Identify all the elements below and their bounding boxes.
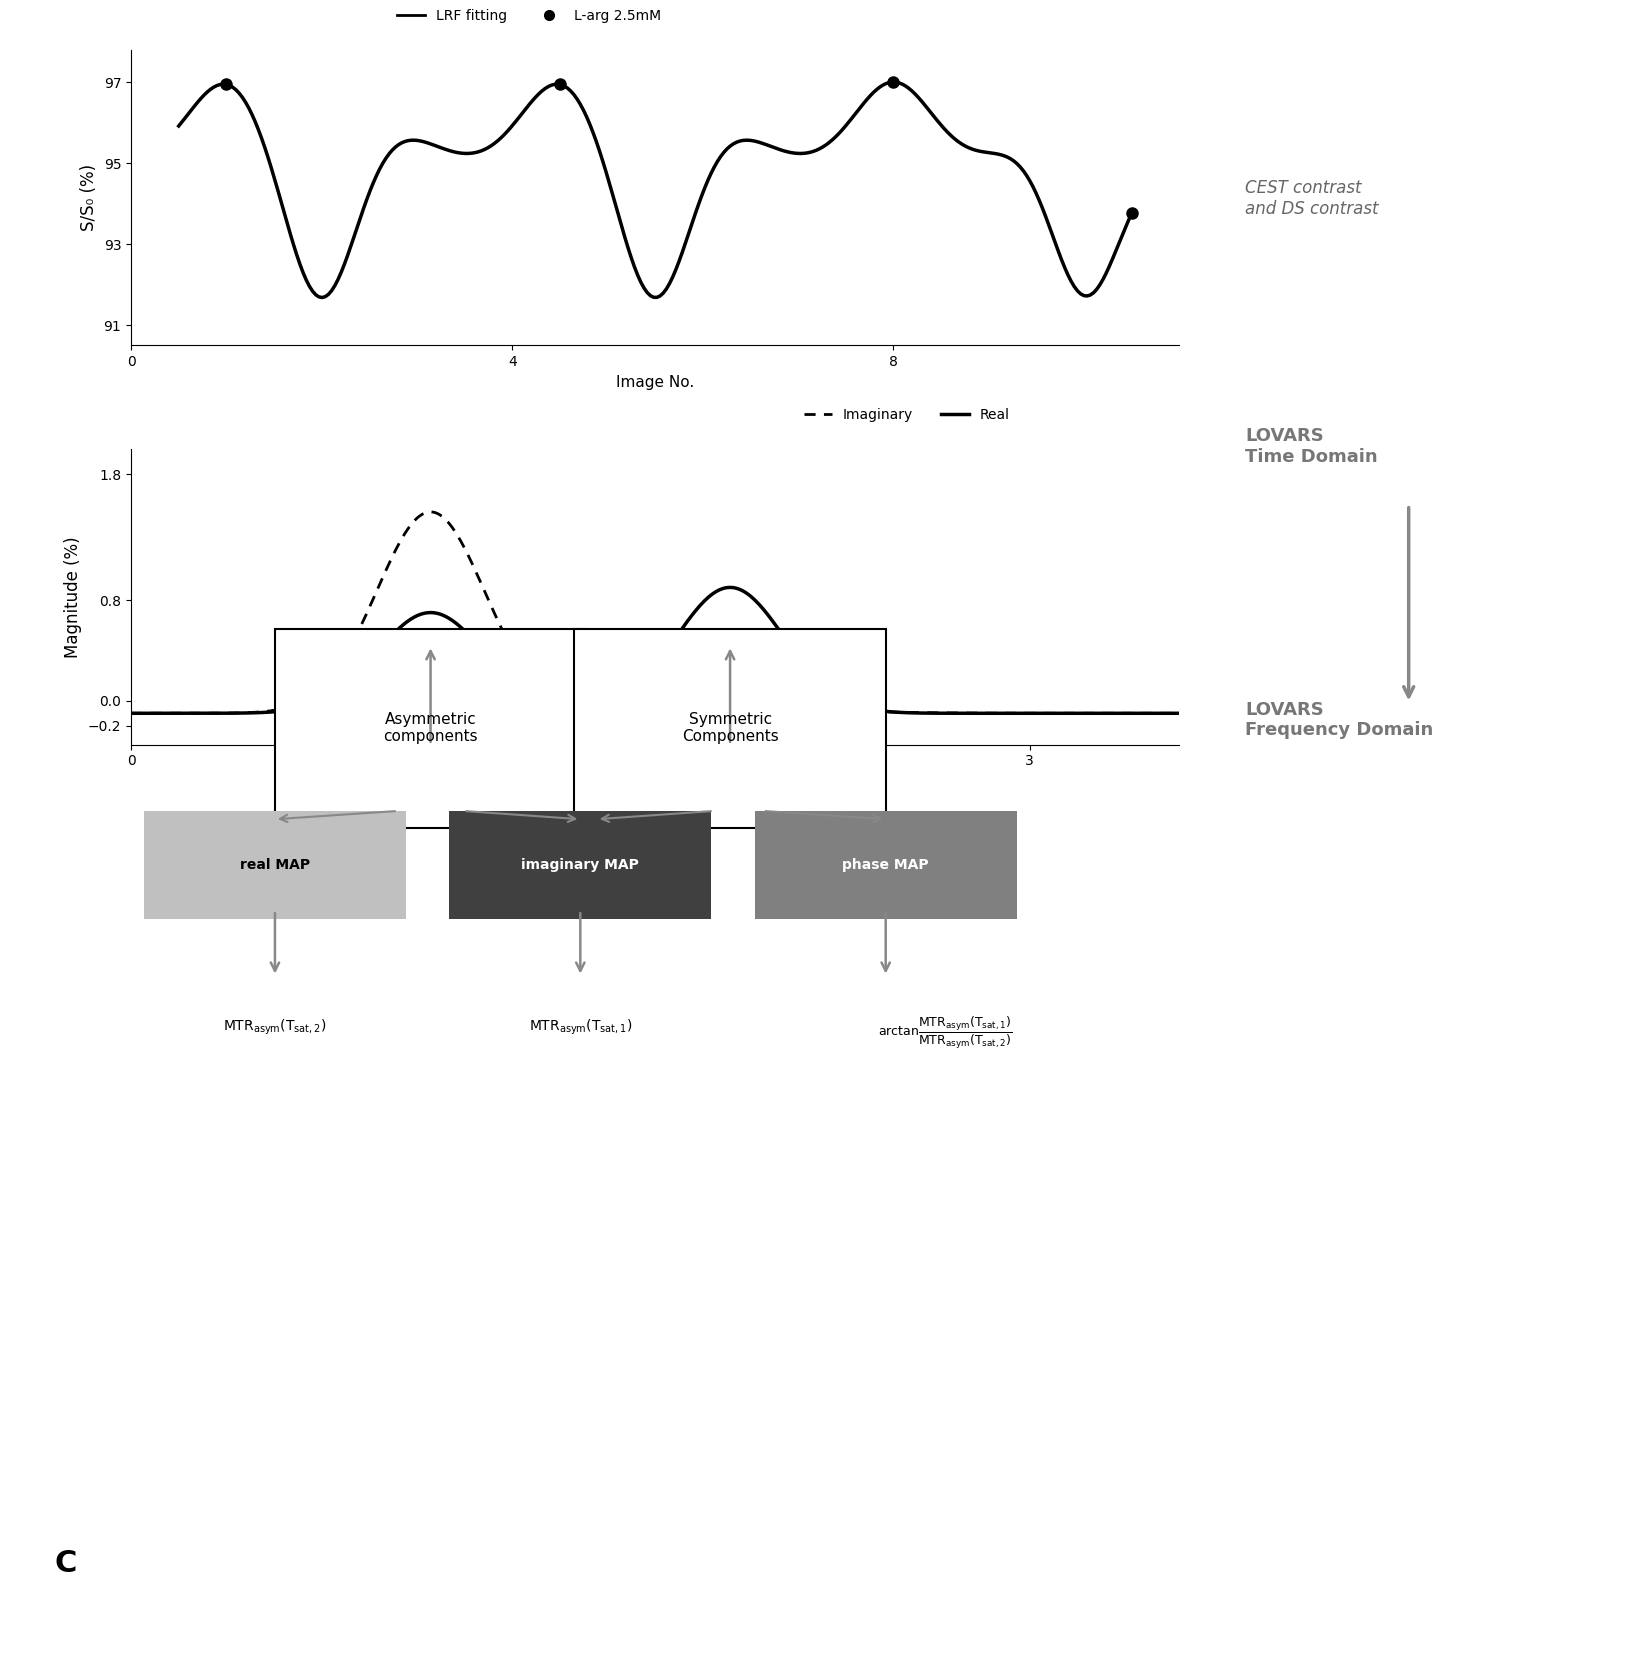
X-axis label: cycles/LU: cycles/LU (619, 775, 691, 789)
Text: Symmetric
Components: Symmetric Components (681, 712, 778, 745)
Real (626, 677, 645, 697)
FancyBboxPatch shape (449, 811, 711, 919)
Real (1170, 703, 1189, 723)
Text: real MAP: real MAP (239, 857, 310, 872)
Imaginary (1170, 703, 1189, 723)
X-axis label: Image No.: Image No. (616, 374, 695, 389)
FancyBboxPatch shape (144, 811, 406, 919)
Imaginary (983, 703, 1002, 723)
Y-axis label: Magnitude (%): Magnitude (%) (64, 536, 82, 657)
FancyBboxPatch shape (275, 629, 586, 828)
Text: imaginary MAP: imaginary MAP (521, 857, 639, 872)
Text: MTR$_{\mathregular{asym}}$(T$_{\mathregular{sat,1}}$): MTR$_{\mathregular{asym}}$(T$_{\mathregu… (529, 1018, 632, 1038)
Y-axis label: S/S₀ (%): S/S₀ (%) (80, 164, 98, 232)
Imaginary (747, 697, 767, 717)
Real (619, 682, 639, 702)
Line: Imaginary: Imaginary (131, 511, 1179, 713)
Text: CEST contrast
and DS contrast: CEST contrast and DS contrast (1245, 179, 1379, 218)
Imaginary (1147, 703, 1166, 723)
FancyBboxPatch shape (755, 811, 1017, 919)
Real (121, 703, 141, 723)
Text: phase MAP: phase MAP (842, 857, 929, 872)
Real (688, 597, 708, 617)
Text: LOVARS
Frequency Domain: LOVARS Frequency Domain (1245, 700, 1433, 740)
Line: Real: Real (131, 588, 1179, 713)
Real (747, 592, 767, 612)
Text: LOVARS
Time Domain: LOVARS Time Domain (1245, 427, 1378, 467)
Imaginary (621, 700, 640, 720)
Text: MTR$_{\mathregular{asym}}$(T$_{\mathregular{sat,2}}$): MTR$_{\mathregular{asym}}$(T$_{\mathregu… (223, 1018, 326, 1038)
Legend: LRF fitting, L-arg 2.5mM: LRF fitting, L-arg 2.5mM (391, 3, 667, 28)
FancyBboxPatch shape (575, 629, 886, 828)
Legend: Imaginary, Real: Imaginary, Real (798, 402, 1016, 427)
Text: Asymmetric
components: Asymmetric components (383, 712, 478, 745)
Imaginary (691, 697, 711, 717)
Text: C: C (54, 1549, 77, 1579)
Real (1147, 703, 1166, 723)
Text: arctan$\dfrac{\mathrm{MTR}_{\mathrm{asym}}(\mathrm{T}_{\mathrm{sat,1}})}{\mathrm: arctan$\dfrac{\mathrm{MTR}_{\mathrm{asym… (878, 1015, 1012, 1051)
Imaginary (121, 703, 141, 723)
Imaginary (627, 700, 647, 720)
Imaginary (421, 501, 441, 521)
Real (721, 578, 740, 597)
Real (983, 703, 1002, 723)
